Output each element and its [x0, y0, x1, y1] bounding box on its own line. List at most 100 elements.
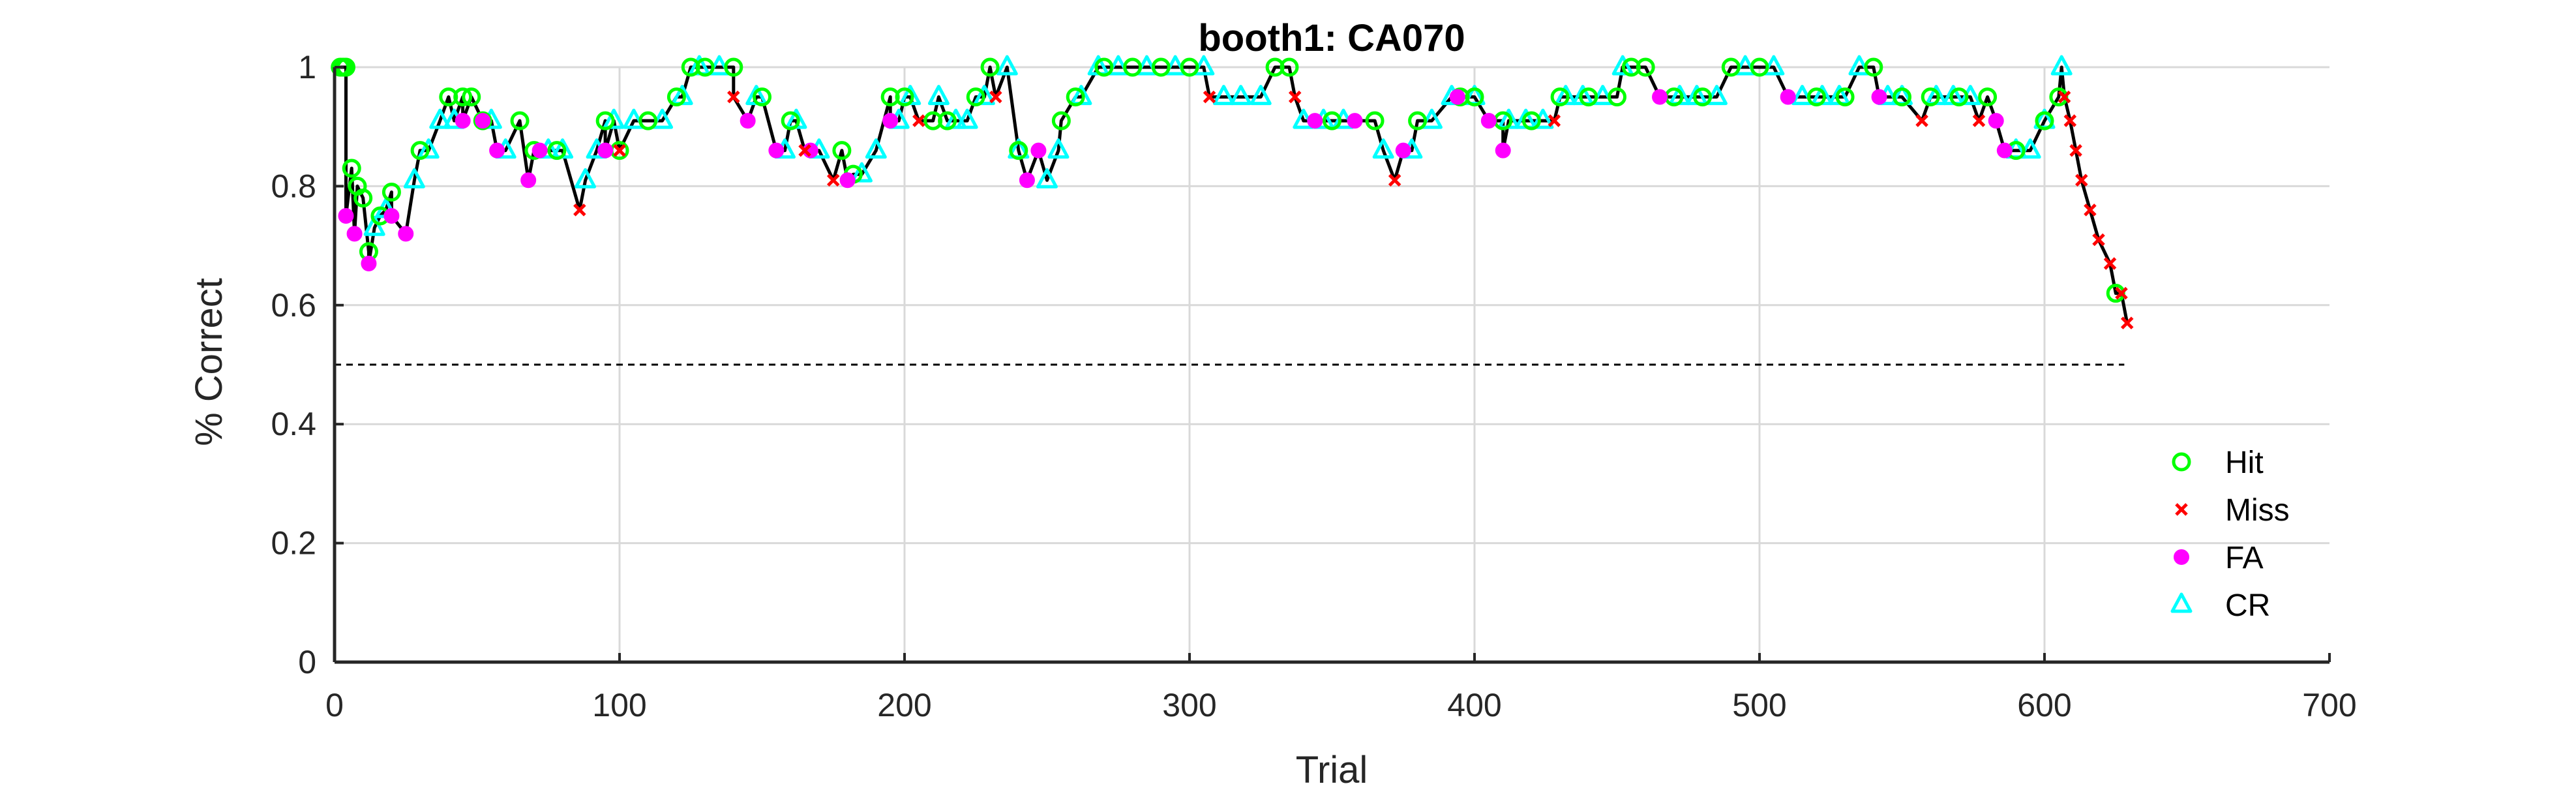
miss-marker: [2084, 204, 2097, 217]
cr-marker: [850, 162, 873, 183]
cr-marker: [1212, 85, 1235, 106]
fa-legend-marker: [2174, 549, 2189, 565]
cr-marker: [2019, 138, 2041, 159]
fa-marker: [1495, 142, 1511, 159]
hit-marker: [938, 111, 957, 130]
fa-marker: [532, 142, 548, 159]
cr-marker: [1193, 55, 1215, 76]
miss-marker: [1972, 114, 1986, 127]
x-tick-label: 300: [1162, 687, 1216, 723]
cr-marker: [1848, 55, 1870, 76]
fa-marker: [383, 208, 400, 224]
cr-marker: [1763, 55, 1785, 76]
cr-marker: [1372, 138, 1394, 159]
hit-marker: [638, 111, 658, 130]
hit-marker: [353, 189, 373, 208]
cr-marker: [1230, 85, 1252, 106]
miss-marker: [912, 114, 925, 127]
chart-title: booth1: CA070: [1198, 17, 1465, 59]
cr-legend-marker: [2170, 592, 2193, 613]
fa-marker: [1652, 89, 1668, 105]
cr-marker: [1791, 85, 1814, 106]
miss-marker: [2075, 174, 2088, 187]
hit-marker: [410, 141, 430, 160]
cr-marker: [1420, 108, 1443, 129]
y-tick-label: 0.8: [271, 168, 316, 204]
fa-marker: [1780, 89, 1796, 105]
hit-marker: [1009, 141, 1028, 160]
cr-marker: [1592, 85, 1614, 106]
miss-stroke: [1972, 114, 1986, 127]
hit-marker: [895, 87, 914, 107]
cr-marker: [1164, 55, 1186, 76]
cr-marker: [417, 138, 440, 159]
miss-marker: [2063, 114, 2077, 127]
cr-marker: [1705, 85, 1728, 106]
hit-marker: [832, 141, 852, 160]
miss-marker: [613, 144, 626, 157]
legend-label-hit: Hit: [2225, 446, 2264, 480]
fa-marker: [1988, 113, 2004, 129]
hit-marker: [1323, 111, 1341, 130]
fa-marker: [1019, 172, 1035, 189]
cr-marker: [2050, 55, 2073, 76]
hit-marker: [1579, 87, 1598, 107]
hit-marker: [1864, 57, 1883, 77]
cr-marker: [865, 138, 887, 159]
y-tick-label: 0.6: [271, 287, 316, 324]
cr-marker: [708, 55, 730, 76]
legend-label-fa: FA: [2225, 541, 2264, 575]
hit-marker: [724, 57, 743, 77]
hit-marker: [1180, 57, 1199, 77]
x-axis-label: Trial: [1296, 749, 1368, 791]
performance-trace: [340, 65, 2129, 324]
hit-marker: [1521, 111, 1541, 130]
trial-markers: [331, 55, 2134, 329]
x-tick-label: 0: [325, 687, 344, 723]
cr-marker: [927, 85, 950, 106]
hit-marker: [547, 141, 567, 160]
x-tick-label: 600: [2017, 687, 2071, 723]
miss-marker: [2103, 257, 2117, 270]
miss-stroke: [2115, 286, 2128, 300]
miss-marker: [2069, 144, 2082, 157]
cr-marker: [956, 108, 978, 129]
hit-marker: [1608, 87, 1626, 107]
hit-marker: [382, 183, 401, 202]
cr-marker: [1611, 55, 1634, 76]
axes: [333, 66, 2331, 664]
x-tick-label: 500: [1732, 687, 1786, 723]
fa-marker: [1030, 142, 1047, 159]
miss-marker: [798, 144, 811, 157]
hit-marker: [695, 57, 715, 77]
hit-marker: [666, 87, 686, 107]
legend-label-miss: Miss: [2225, 493, 2290, 528]
miss-marker: [1915, 114, 1928, 127]
hit-marker: [781, 111, 800, 130]
miss-stroke: [1288, 90, 1302, 104]
miss-stroke: [826, 174, 840, 187]
hit-marker: [1721, 57, 1741, 77]
legend: Hit Miss FA CR: [2170, 446, 2290, 623]
hit-marker: [1550, 87, 1570, 107]
cr-marker: [1036, 168, 1058, 189]
fa-marker: [768, 142, 785, 159]
fa-marker: [338, 208, 354, 224]
hit-marker: [1750, 57, 1769, 77]
miss-stroke: [2084, 204, 2097, 217]
cr-marker: [363, 215, 385, 236]
fa-marker: [1307, 113, 1323, 129]
fa-marker: [597, 142, 614, 159]
miss-marker: [2092, 233, 2105, 247]
hit-marker: [1693, 87, 1713, 107]
y-axis-label: % Correct: [188, 278, 230, 446]
miss-stroke: [2120, 316, 2134, 329]
fa-marker: [475, 113, 491, 129]
fa-marker: [1347, 113, 1363, 129]
y-tick-label: 0.2: [271, 525, 316, 562]
miss-marker: [573, 204, 586, 217]
y-tick-label: 1: [298, 49, 316, 85]
hit-marker: [1151, 57, 1171, 77]
hit-marker: [1280, 57, 1299, 77]
miss-marker: [1288, 90, 1302, 104]
